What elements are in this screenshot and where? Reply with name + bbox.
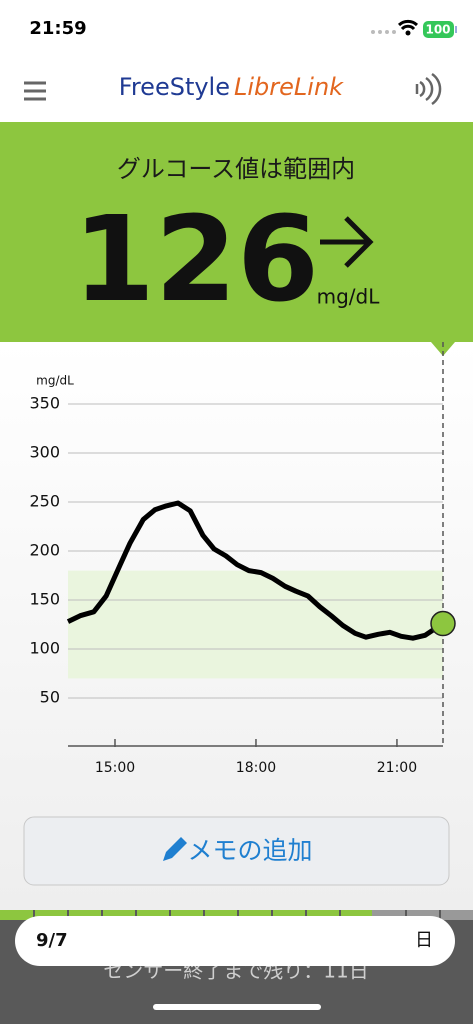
memo-label[interactable]: メモの追加 (187, 836, 312, 865)
reading-banner (0, 122, 473, 342)
reading-status: グルコース値は範囲内 (117, 155, 355, 183)
x-tick-label: 21:00 (377, 760, 417, 776)
date-bar[interactable] (15, 916, 455, 966)
x-tick-label: 18:00 (236, 760, 276, 776)
wifi-icon (397, 19, 419, 31)
period[interactable]: 日 (415, 930, 433, 951)
pencil-icon (163, 837, 187, 861)
date: 9/7 (36, 930, 68, 951)
wifi-dot (405, 30, 411, 36)
current-point (430, 610, 456, 637)
y-tick-label: 300 (29, 443, 60, 462)
battery-level: 100 (425, 23, 450, 37)
y-tick-label: 50 (40, 688, 60, 707)
nfc-icon[interactable] (415, 72, 442, 106)
reading-unit: mg/dL (317, 285, 381, 309)
home-indicator (153, 1004, 321, 1010)
battery (423, 21, 454, 38)
menu-icon[interactable] (24, 81, 46, 101)
status-time: 21:59 (29, 18, 86, 39)
y-tick-label: 250 (29, 492, 60, 511)
y-axis-label: mg/dL (36, 374, 74, 388)
y-tick-label: 150 (29, 590, 60, 609)
sensor-progress-remaining (372, 910, 473, 920)
trend-arrow (320, 216, 374, 268)
battery-tip (455, 26, 457, 33)
glucose-chart: 50 100 150 200 250 300 350 15:00 18:00 21:00 (29, 342, 456, 776)
y-tick-label: 200 (29, 541, 60, 560)
top-bg (0, 0, 473, 122)
y-tick-label: 100 (29, 639, 60, 658)
brand-librelink: LibreLink (234, 73, 344, 101)
brand-freestyle: FreeStyle (119, 73, 230, 101)
reading-value: 126 (73, 190, 319, 328)
y-tick-label: 350 (29, 394, 60, 413)
banner-pointer (431, 342, 455, 356)
sensor-progress (0, 910, 372, 920)
x-tick-label: 15:00 (95, 760, 135, 776)
signal-dots (371, 30, 396, 34)
glucose-line (66, 500, 445, 641)
target-range (68, 570, 443, 679)
memo-button[interactable] (23, 816, 450, 886)
